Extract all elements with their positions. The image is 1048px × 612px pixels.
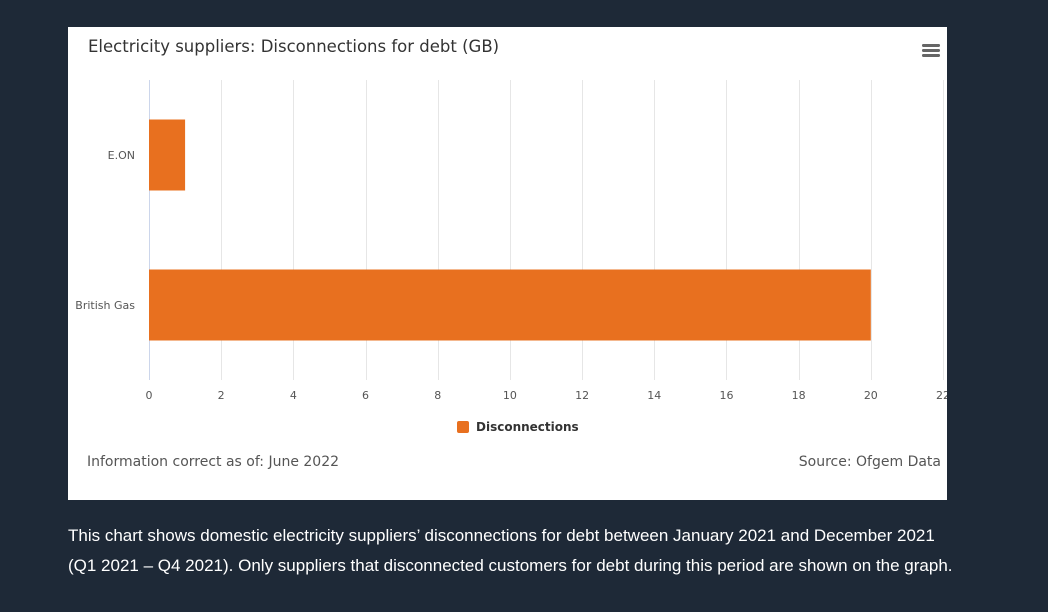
x-tick-label: 22 [936,389,947,402]
chart-card: Electricity suppliers: Disconnections fo… [68,27,947,500]
chart-menu-button[interactable] [919,39,943,61]
legend-label: Disconnections [476,420,579,434]
x-tick-label: 18 [792,389,806,402]
chart-caption: This chart shows domestic electricity su… [68,526,953,575]
bar-british-gas [149,269,871,341]
x-tick-label: 16 [719,389,733,402]
x-tick-label: 0 [146,389,153,402]
bar-e-on [149,119,186,191]
chart-title: Electricity suppliers: Disconnections fo… [88,37,500,56]
x-tick-label: 6 [362,389,369,402]
source-note: Source: Ofgem Data [798,454,941,470]
legend-swatch [457,421,469,433]
axes: 0 2 4 6 8 10 12 14 16 18 20 22 E.ON British Gas [75,149,947,402]
x-tick-label: 10 [503,389,517,402]
x-tick-label: 4 [290,389,297,402]
x-tick-label: 2 [218,389,225,402]
y-category-label: E.ON [108,149,135,162]
x-tick-label: 20 [864,389,878,402]
bars [149,119,871,341]
x-tick-label: 12 [575,389,589,402]
legend-item-disconnections[interactable]: Disconnections [457,420,579,434]
x-tick-label: 14 [647,389,661,402]
info-date-note: Information correct as of: June 2022 [87,454,340,470]
y-category-label: British Gas [75,299,135,312]
bar-chart-plot: 0 2 4 6 8 10 12 14 16 18 20 22 E.ON British Gas [75,80,947,402]
hamburger-icon [922,44,940,57]
x-tick-label: 8 [434,389,441,402]
